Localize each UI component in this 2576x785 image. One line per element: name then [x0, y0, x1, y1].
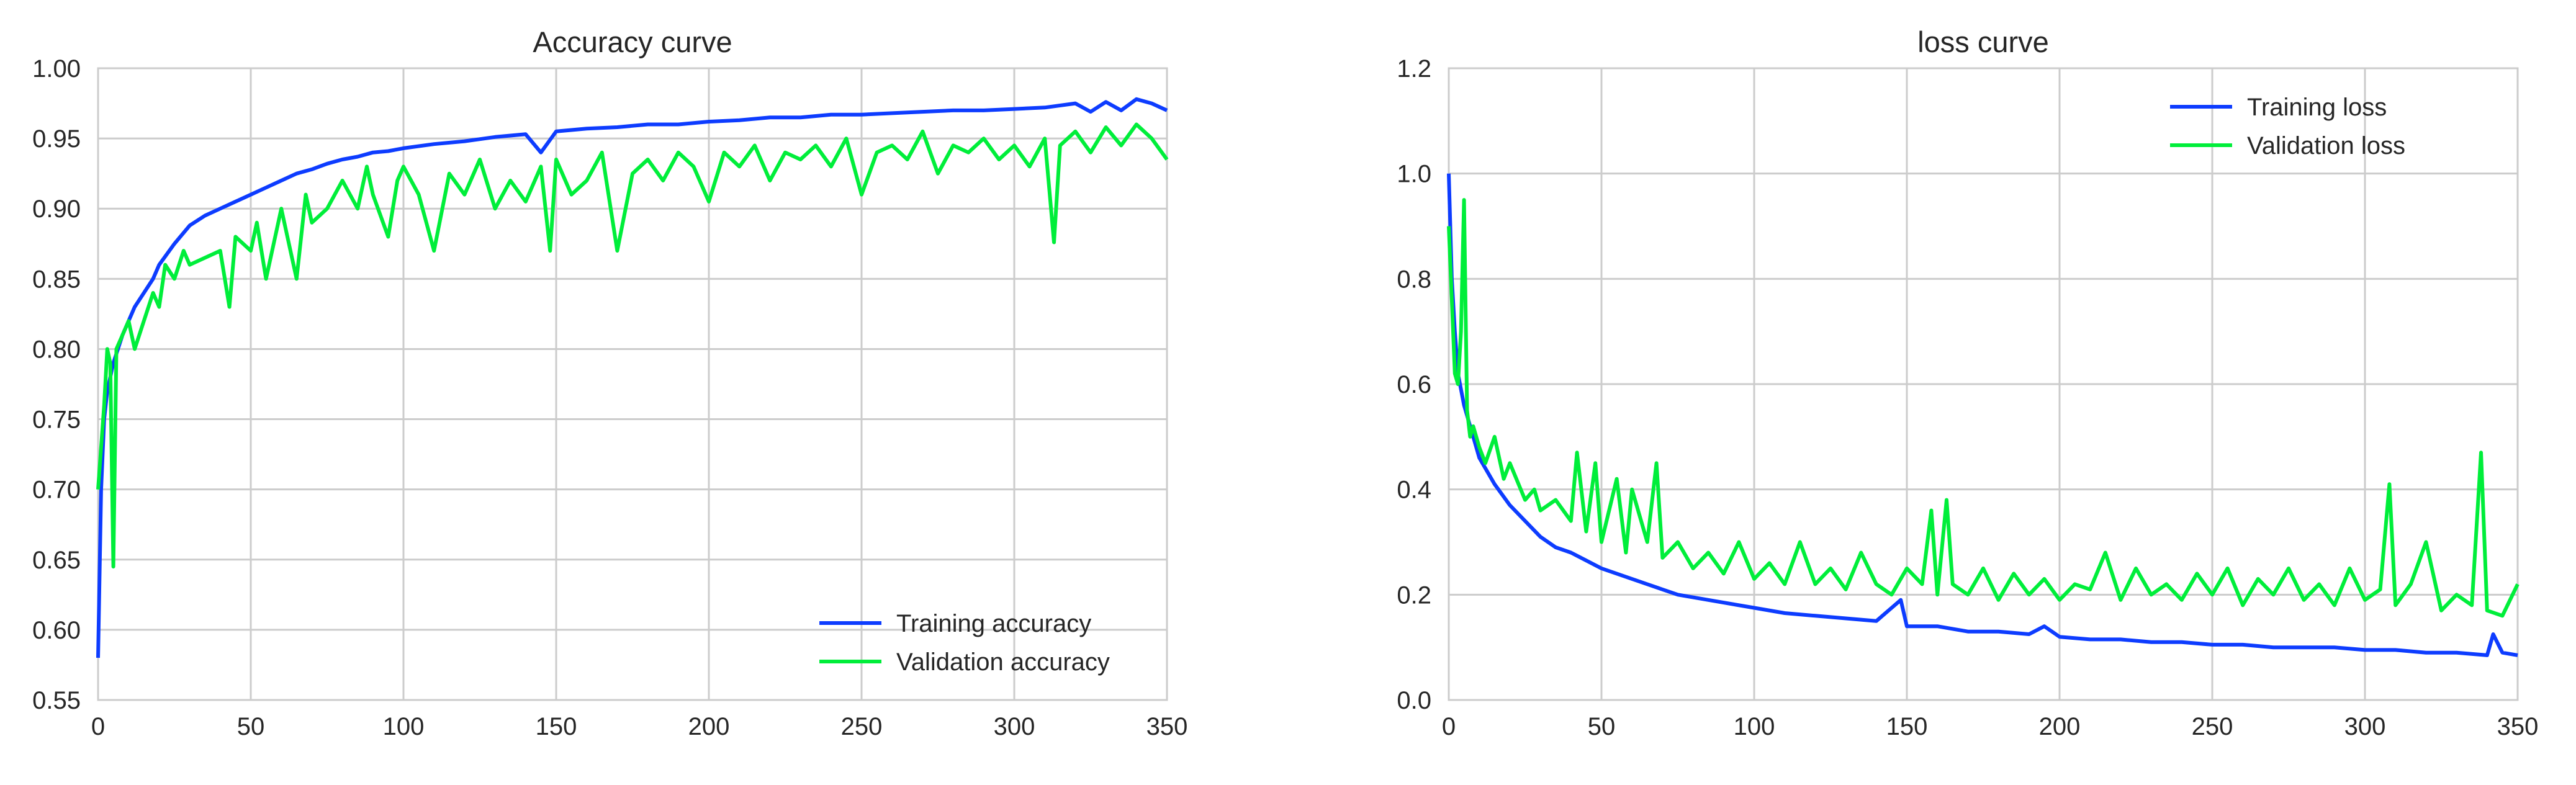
x-tick-label: 200	[688, 713, 730, 740]
loss-chart: 0 50 100 150 200 250 300 350 0.0 0.2 0.4 0.6 0.8 1.0 1…	[1397, 25, 2538, 740]
x-tick-label: 50	[237, 713, 265, 740]
training-series-line	[1447, 173, 2518, 657]
legend-label: Training accuracy	[896, 610, 1091, 637]
x-tick-label: 50	[1588, 713, 1616, 740]
y-tick-label: 0.85	[32, 266, 81, 293]
y-tick-label: 0.90	[32, 195, 81, 223]
legend-label: Validation accuracy	[896, 648, 1110, 676]
plot-area	[97, 67, 1168, 701]
y-tick-label: 0.2	[1397, 581, 1431, 609]
y-tick-label: 0.6	[1397, 371, 1431, 398]
y-tick-label: 0.70	[32, 477, 81, 504]
y-tick-label: 0.80	[32, 336, 81, 363]
chart-title: Accuracy curve	[533, 25, 732, 58]
legend: Training accuracy Validation accuracy	[819, 610, 1110, 676]
x-tick-label: 150	[1886, 713, 1928, 740]
x-tick-label: 0	[1442, 713, 1456, 740]
y-tick-label: 0.0	[1397, 687, 1431, 714]
x-tick-label: 350	[1146, 713, 1188, 740]
y-tick-label: 1.00	[32, 55, 81, 83]
x-tick-label: 100	[1734, 713, 1775, 740]
legend-label: Training loss	[2247, 94, 2387, 121]
legend: Training loss Validation loss	[2170, 94, 2405, 159]
grid	[97, 67, 1168, 701]
x-tick-label: 100	[383, 713, 425, 740]
y-tick-label: 0.55	[32, 687, 81, 714]
x-tick-label: 250	[2192, 713, 2233, 740]
chart-title: loss curve	[1917, 25, 2049, 58]
tick-labels: 0 50 100 150 200 250 300 350 0.55 0.60 0.65 0.70 0.7…	[32, 55, 1187, 740]
tick-labels: 0 50 100 150 200 250 300 350 0.0 0.2 0.4 0.6 0.8 1.0 1…	[1397, 55, 2538, 740]
x-tick-label: 300	[994, 713, 1035, 740]
y-tick-label: 0.4	[1397, 477, 1431, 504]
y-tick-label: 0.65	[32, 547, 81, 574]
x-tick-label: 300	[2344, 713, 2386, 740]
y-tick-label: 0.60	[32, 617, 81, 644]
series-layer	[1447, 173, 2520, 657]
series-layer	[96, 97, 1169, 658]
validation-series-line	[1447, 198, 2520, 618]
legend-label: Validation loss	[2247, 132, 2405, 159]
validation-series-line	[96, 122, 1169, 569]
y-tick-label: 0.75	[32, 406, 81, 434]
x-tick-label: 150	[536, 713, 577, 740]
y-tick-label: 0.8	[1397, 266, 1431, 293]
y-tick-label: 0.95	[32, 125, 81, 153]
accuracy-chart: 0 50 100 150 200 250 300 350 0.55 0.60 0.65 0.70 0.7…	[32, 25, 1187, 740]
x-tick-label: 350	[2497, 713, 2539, 740]
y-tick-label: 1.2	[1397, 55, 1431, 83]
training-series-line	[96, 97, 1168, 658]
y-tick-label: 1.0	[1397, 161, 1431, 188]
x-tick-label: 200	[2039, 713, 2081, 740]
x-tick-label: 250	[841, 713, 883, 740]
x-tick-label: 0	[91, 713, 105, 740]
